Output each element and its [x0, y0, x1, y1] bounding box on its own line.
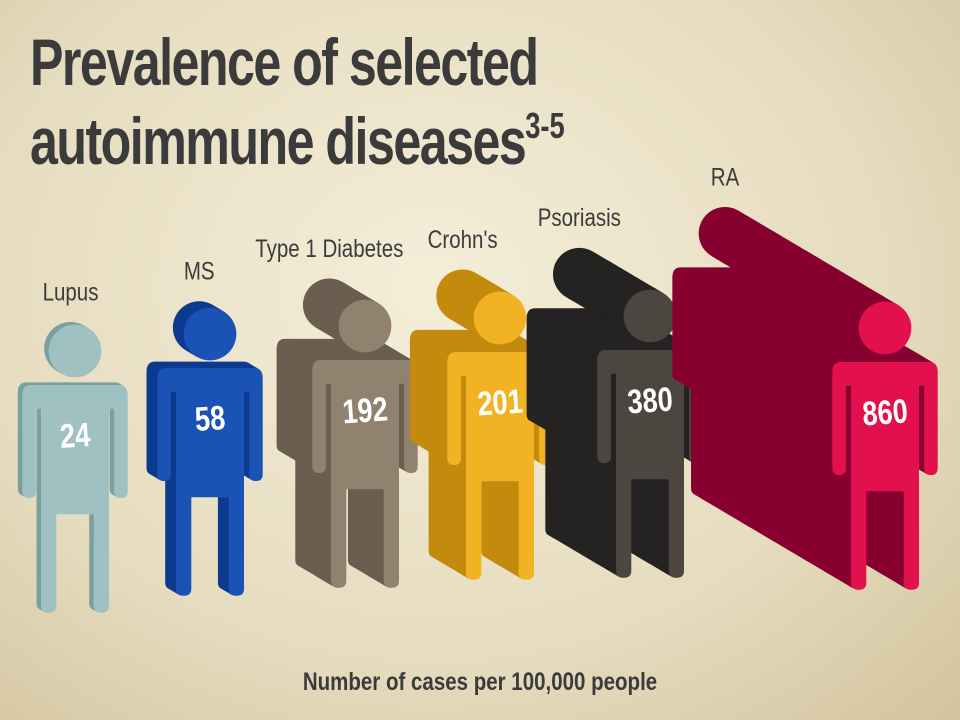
person-figure	[526, 247, 703, 578]
chart-title-block: Prevalence of selected autoimmune diseas…	[30, 29, 653, 174]
figure-front-body	[597, 350, 703, 578]
figure-front	[832, 301, 938, 590]
value-label: 201	[476, 382, 524, 424]
title-superscript: 3-5	[525, 105, 565, 146]
figure-front-body	[447, 352, 553, 580]
person-figure	[276, 278, 418, 588]
figure-front	[597, 289, 703, 578]
figure-front-body	[312, 360, 418, 588]
figure-front	[157, 307, 263, 596]
figure-front-body	[22, 385, 128, 613]
figure-front-head	[183, 307, 237, 361]
figure-front-head	[48, 324, 102, 378]
value-label: 380	[626, 380, 674, 422]
x-axis-label: Number of cases per 100,000 people	[302, 668, 658, 696]
chart-title: Prevalence of selected autoimmune diseas…	[30, 25, 539, 178]
person-figure	[672, 207, 938, 590]
category-label: MS	[184, 257, 215, 285]
value-label: 58	[194, 398, 227, 439]
category-label: Lupus	[43, 277, 99, 305]
category-label: Type 1 Diabetes	[255, 234, 403, 262]
figure-front-head	[623, 289, 677, 343]
person-figure	[146, 301, 263, 596]
figure-front	[22, 324, 128, 613]
category-label: RA	[711, 162, 740, 190]
value-label: 192	[341, 390, 389, 432]
value-label: 24	[59, 415, 92, 456]
figure-front-head	[473, 291, 527, 345]
category-label: Crohn's	[428, 225, 498, 253]
figure-front	[447, 291, 553, 580]
figure-front	[312, 299, 418, 588]
figure-front-head	[858, 301, 912, 355]
figure-front-body	[832, 362, 938, 590]
person-figure	[17, 322, 128, 613]
value-label: 860	[861, 392, 909, 434]
person-figure	[409, 269, 553, 580]
category-label: Psoriasis	[538, 203, 621, 231]
figure-front-head	[338, 299, 392, 353]
figure-front-body	[157, 368, 263, 596]
